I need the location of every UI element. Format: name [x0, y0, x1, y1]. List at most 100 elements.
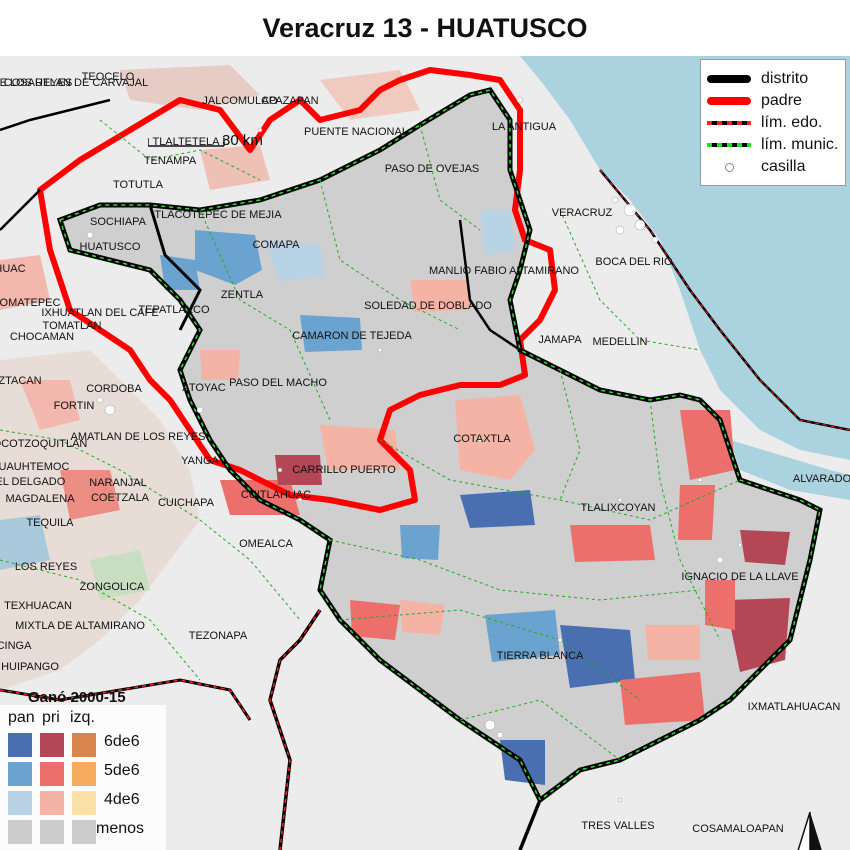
place-label: CAMARON DE TEJEDA — [292, 330, 412, 342]
muni-comapa — [265, 240, 325, 282]
place-label: HUATUSCO — [80, 241, 141, 253]
scale-bar-label: 30 km — [222, 132, 263, 149]
place-label: TIERRA BLANCA — [497, 650, 584, 662]
place-label: FORTIN — [54, 400, 95, 412]
place-label: CUITLAHUAC — [241, 489, 311, 501]
winners-head-pan: pan — [8, 709, 35, 726]
municipal-lines — [0, 119, 741, 761]
legend-municipal: lím. munic. — [707, 135, 843, 155]
place-label: TEQUILA — [26, 517, 74, 529]
inner-line-2 — [458, 219, 521, 352]
legend-district-label: distrito — [761, 70, 809, 87]
place-label: SOCHIAPA — [90, 216, 147, 228]
parent-outline — [37, 67, 558, 513]
place-label: TLALTETELA — [152, 136, 220, 148]
place-label: YANGA — [181, 455, 219, 467]
winners-swatch-pri-4 — [40, 820, 64, 844]
winners-swatch-pan-3 — [8, 791, 32, 815]
winners-swatch-pri-1 — [40, 733, 64, 757]
place-label: LA ANTIGUA — [492, 121, 557, 133]
place-label: ALVARADO — [793, 473, 850, 485]
muni-camaron — [300, 315, 362, 352]
place-label: TEPATLAXCO — [138, 304, 210, 316]
district-outline-dash — [59, 89, 821, 802]
winners-swatch-pan-4 — [8, 820, 32, 844]
place-label: COETZALA — [91, 492, 150, 504]
muni-red-2 — [678, 485, 715, 540]
place-label: MANLIO FABIO ALTAMIRANO — [429, 265, 579, 277]
place-label: CUAUHTEMOC — [0, 461, 69, 473]
winners-level-less: menos — [96, 820, 145, 837]
place-label: COTAXTLA — [453, 433, 511, 445]
place-label: TOTUTLA — [113, 179, 164, 191]
place-label: APAZAPAN — [261, 95, 318, 107]
polling-points — [86, 96, 743, 803]
muni-soledad-east — [410, 280, 470, 312]
place-label: NARANJAL — [89, 477, 146, 489]
muni-manlio-north — [480, 210, 515, 255]
winners-swatch-izq-4 — [72, 820, 96, 844]
place-label: SOLEDAD DE DOBLADO — [364, 300, 492, 312]
place-label: ZTACAN — [0, 375, 42, 387]
place-label: PASO DE OVEJAS — [385, 163, 480, 175]
legend-point: casilla — [707, 157, 843, 177]
muni-red-4 — [350, 600, 400, 640]
place-label: PUENTE NACIONAL — [304, 126, 408, 138]
north-muni-3 — [200, 145, 270, 190]
legend-parent-label: padre — [761, 92, 802, 109]
muni-pink-1 — [400, 600, 445, 635]
place-label: LOS REYES — [15, 561, 77, 573]
winners-head-pri: pri — [42, 709, 60, 726]
legend-state-symbol — [707, 117, 751, 129]
winners-swatch-pan-2 — [8, 762, 32, 786]
place-label: VERACRUZ — [552, 207, 613, 219]
place-label: TENAMPA — [144, 155, 197, 167]
coast-line-dash — [599, 169, 850, 431]
legend-district: distrito — [707, 69, 843, 89]
winners-swatch-izq-1 — [72, 733, 96, 757]
west-muni-3 — [0, 515, 50, 570]
state-line-west-dash — [0, 679, 251, 721]
state-line-south2 — [518, 799, 542, 850]
west-muni-4 — [90, 550, 150, 600]
muni-comapa-west — [195, 230, 262, 285]
place-label: CORDOBA — [86, 383, 142, 395]
place-label: ZONGOLICA — [80, 581, 145, 593]
lagoon — [730, 440, 850, 500]
state-line-nw — [0, 98, 111, 132]
place-label: AMATLAN DE LOS REYES — [71, 431, 206, 443]
legend-parent: padre — [707, 91, 843, 111]
winners-legend: Ganó 2000-15 pan pri izq. 6de6 5de6 4de6… — [0, 689, 166, 850]
winners-level-5: 5de6 — [104, 762, 140, 779]
place-label: HUIPANGO — [1, 661, 59, 673]
north-arrow-icon — [797, 811, 822, 850]
muni-red-3 — [705, 580, 735, 630]
state-line-w — [0, 189, 41, 231]
place-label: IGNACIO DE LA LLAVE — [681, 571, 798, 583]
place-label: BOCA DEL RIO — [595, 256, 673, 268]
muni-tlalixcoyan-blue — [460, 490, 535, 528]
place-label: JAMAPA — [538, 334, 582, 346]
legend-state: lím. edo. — [707, 113, 843, 133]
place-label: DE LOS REYES — [0, 77, 72, 89]
winners-head-izq: izq. — [70, 709, 95, 726]
place-label: IXHUATLAN DEL CAFE — [41, 307, 158, 319]
legend-district-symbol — [707, 73, 751, 85]
muni-atoyac — [200, 350, 240, 380]
inner-line-1 — [148, 204, 202, 331]
place-label: COMAPA — [253, 239, 301, 251]
legend-point-symbol — [707, 161, 751, 173]
legend-state-label: lím. edo. — [761, 114, 823, 131]
winners-swatch-pri-3 — [40, 791, 64, 815]
place-label: TLALIXCOYAN — [581, 502, 656, 514]
place-label: CARRILLO PUERTO — [292, 464, 396, 476]
legend-municipal-label: lím. munic. — [761, 136, 839, 153]
place-label: TRES VALLES — [581, 820, 654, 832]
muni-tierra-blanca — [485, 610, 560, 662]
winners-level-6: 6de6 — [104, 733, 140, 750]
place-label: TEOCELO — [82, 71, 135, 83]
place-labels: HUATUSCO COMAPA SOCHIAPA TLACOTEPEC DE MEJI… — [0, 71, 850, 835]
muni-pink-2 — [645, 625, 700, 660]
muni-tierra-blanca-blue — [560, 625, 635, 688]
west-muni-1 — [20, 380, 80, 430]
